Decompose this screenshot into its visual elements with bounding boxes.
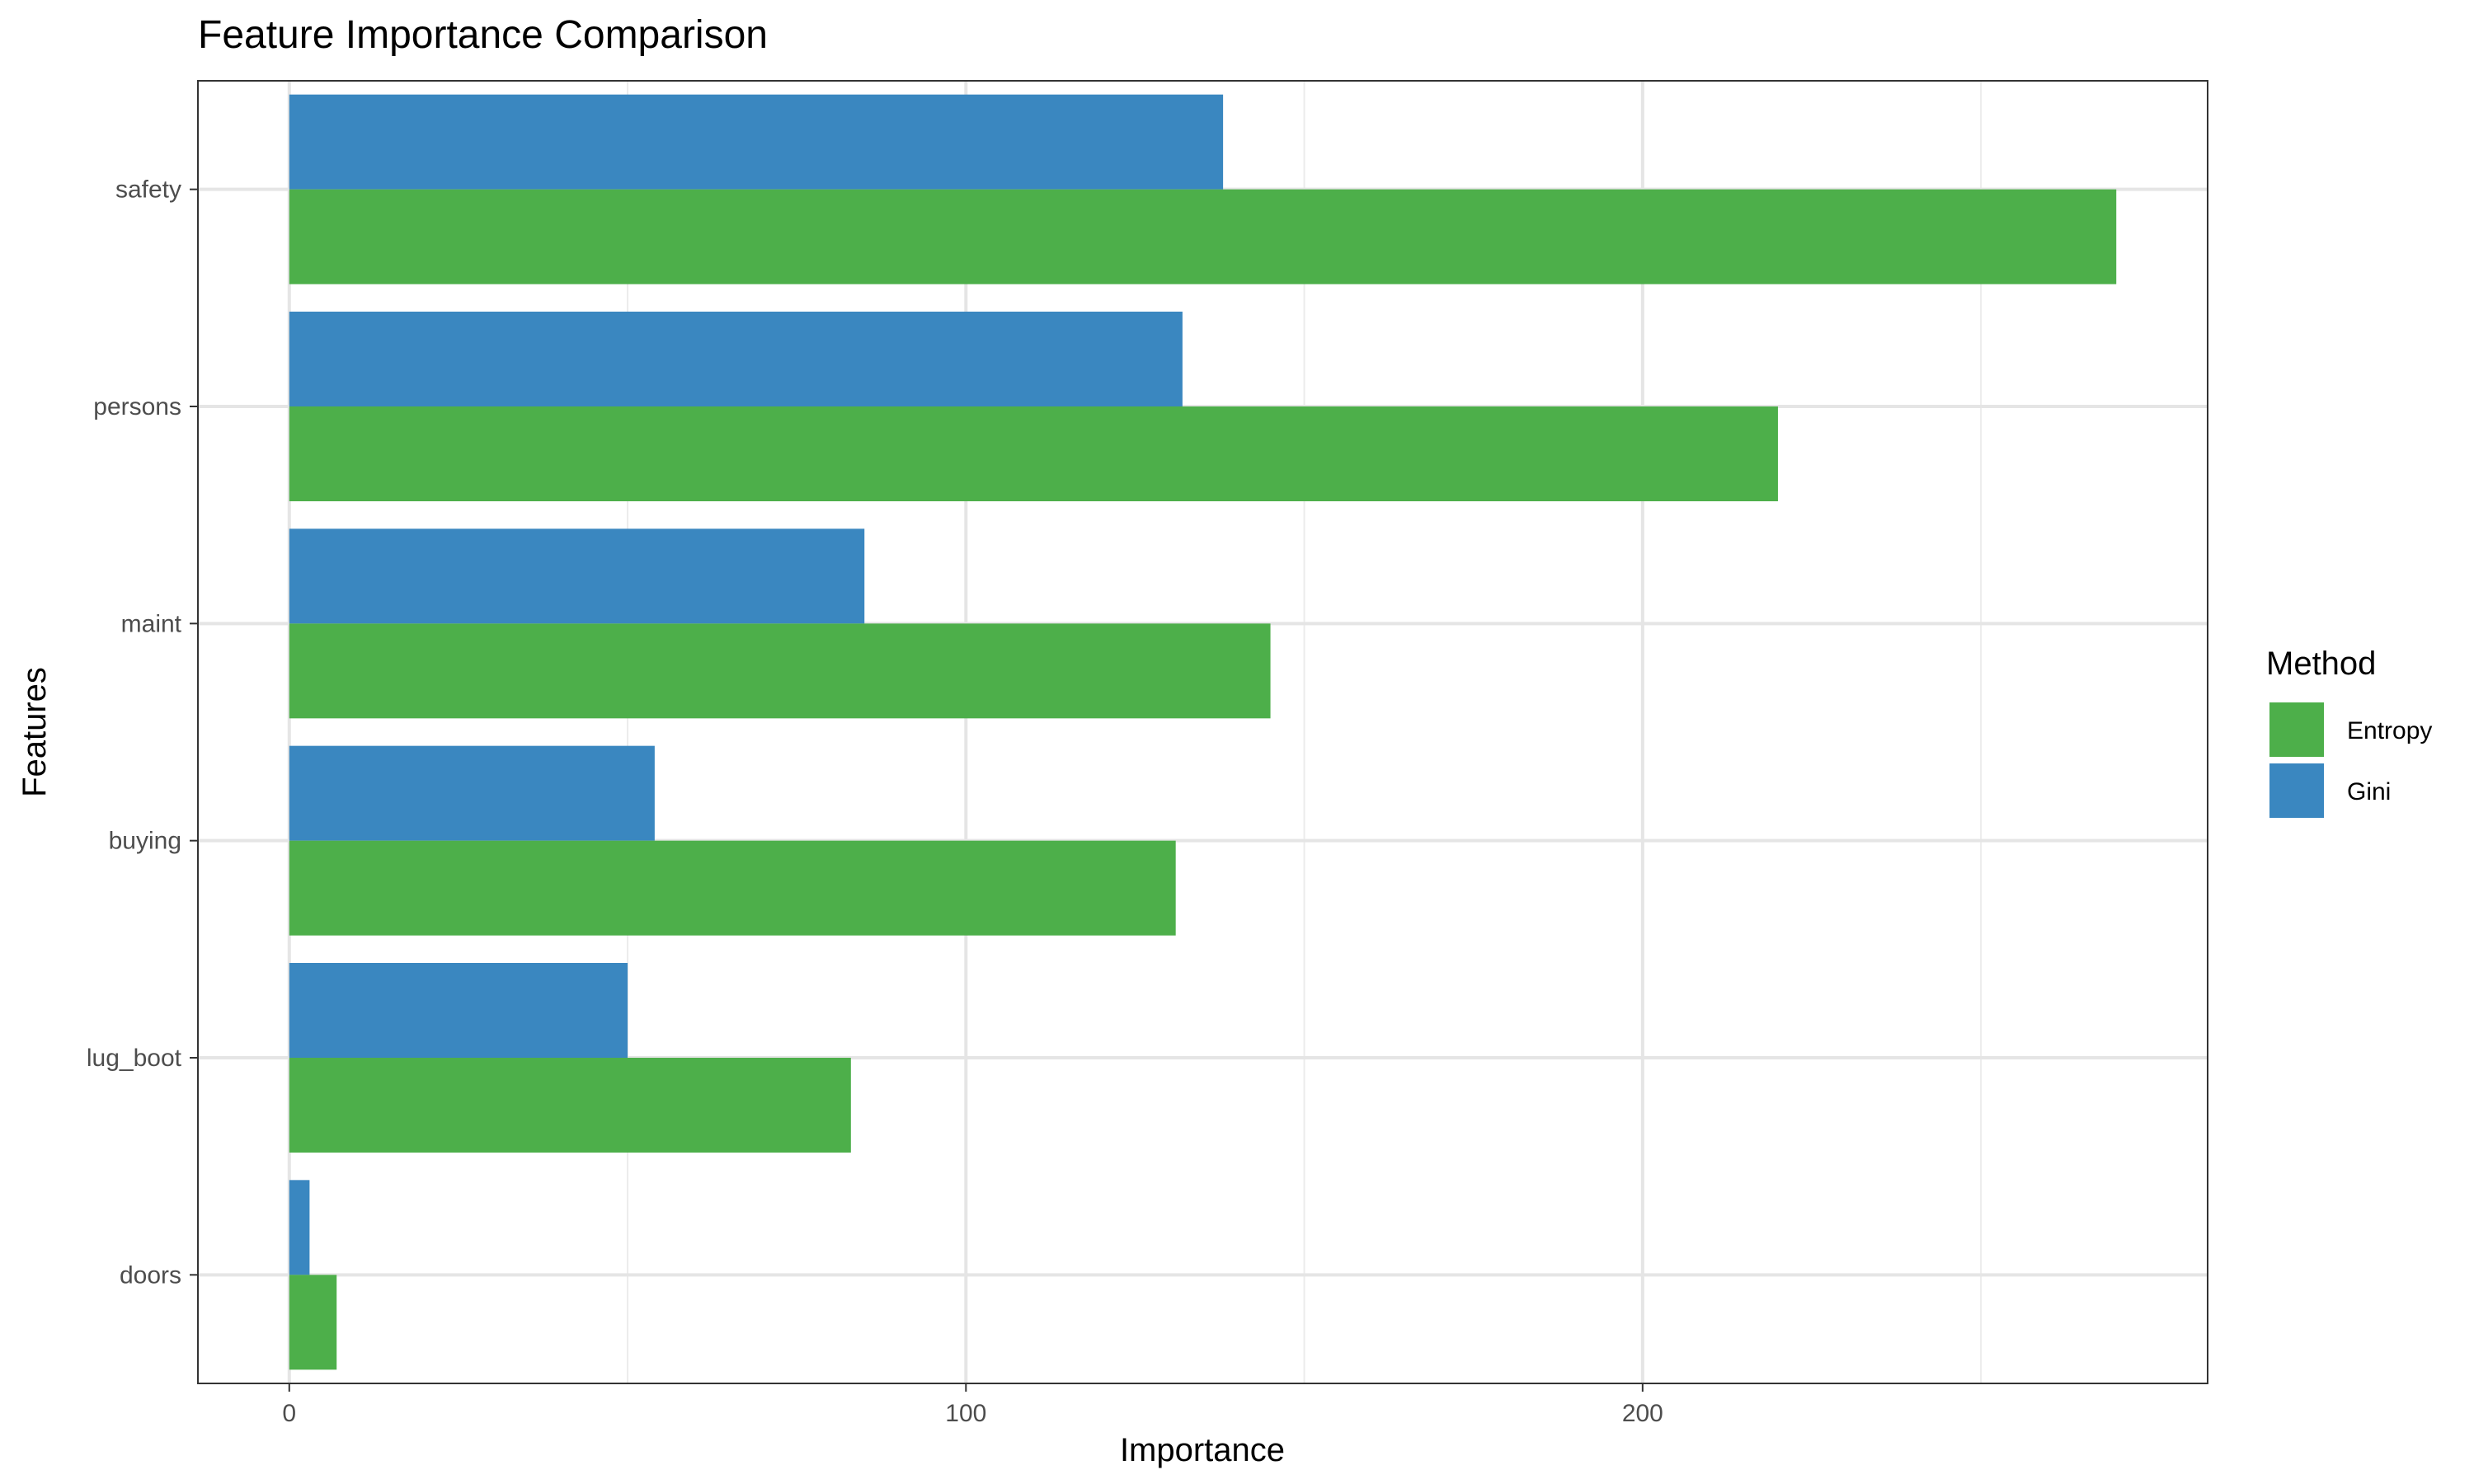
panel-border — [197, 80, 2208, 1384]
bar-entropy-maint — [289, 623, 1271, 719]
panel-background — [198, 81, 2208, 1383]
bar-gini-maint — [289, 528, 865, 624]
legend-key-gini — [2269, 763, 2324, 818]
bar-gini-persons — [289, 312, 1183, 406]
bar-gini-doors — [289, 1180, 310, 1275]
legend-title: Method — [2266, 646, 2376, 682]
y-tick-label: persons — [93, 393, 181, 420]
x-tick-label: 200 — [1622, 1400, 1663, 1427]
bar-gini-buying — [289, 745, 655, 841]
chart-title: Feature Importance Comparison — [198, 13, 768, 57]
x-axis-ticks: 0 100 200 — [282, 1383, 1663, 1427]
legend-label-entropy: Entropy — [2347, 717, 2432, 744]
bar-gini-lug_boot — [289, 963, 628, 1058]
bar-entropy-lug_boot — [289, 1058, 851, 1153]
y-tick-label: lug_boot — [87, 1045, 182, 1072]
y-axis-title: Features — [16, 667, 53, 797]
bar-entropy-persons — [289, 406, 1778, 501]
x-tick-label: 0 — [282, 1400, 296, 1427]
legend-label-gini: Gini — [2347, 778, 2391, 805]
bar-entropy-buying — [289, 840, 1176, 936]
legend-key-entropy — [2269, 702, 2324, 757]
bars — [289, 94, 2117, 1370]
bar-gini-safety — [289, 94, 1224, 190]
bar-entropy-doors — [289, 1275, 337, 1370]
plot-panel — [197, 80, 2208, 1384]
x-tick-label: 100 — [945, 1400, 986, 1427]
x-axis-title: Importance — [1120, 1432, 1285, 1468]
y-tick-label: doors — [120, 1261, 181, 1289]
y-tick-label: maint — [121, 610, 182, 637]
y-tick-label: safety — [115, 176, 181, 204]
legend: Method Entropy Gini — [2266, 646, 2432, 818]
y-tick-label: buying — [109, 828, 181, 855]
bar-entropy-safety — [289, 189, 2117, 284]
